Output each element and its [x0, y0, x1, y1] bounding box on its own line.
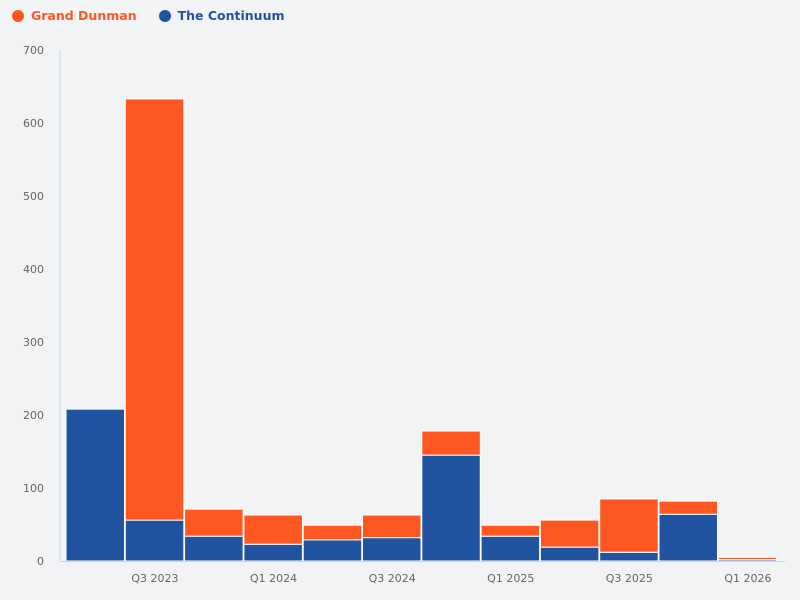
bar-the-continuum — [65, 408, 125, 562]
legend-dot-icon — [12, 9, 24, 22]
x-tick-label: Q3 2024 — [369, 572, 416, 585]
legend-label: Grand Dunman — [31, 8, 137, 23]
y-tick-label: 500 — [23, 190, 44, 203]
chart-legend: Grand Dunman The Continuum — [12, 8, 285, 23]
bar-grand-dunman — [539, 519, 600, 548]
bar-the-continuum — [362, 537, 422, 562]
bar-the-continuum — [539, 546, 600, 562]
y-tick-label: 600 — [23, 117, 44, 130]
bar-the-continuum — [302, 539, 363, 562]
bar-grand-dunman — [362, 514, 422, 539]
x-tick-label: Q3 2025 — [606, 572, 653, 585]
legend-label: The Continuum — [177, 8, 285, 23]
x-tick-label: Q1 2026 — [724, 572, 771, 585]
bar-the-continuum — [243, 543, 303, 562]
y-tick-label: 700 — [23, 44, 44, 57]
bar-the-continuum — [480, 535, 541, 562]
y-tick-label: 400 — [23, 263, 44, 276]
legend-item-grand-dunman[interactable]: Grand Dunman — [12, 8, 137, 23]
bar-grand-dunman — [124, 98, 185, 521]
x-tick-label: Q1 2025 — [487, 572, 534, 585]
bar-grand-dunman — [243, 514, 303, 545]
bar-the-continuum — [658, 513, 718, 562]
legend-dot-icon — [158, 9, 171, 22]
y-tick-label: 100 — [23, 482, 44, 495]
bar-grand-dunman — [658, 500, 718, 515]
legend-item-the-continuum[interactable]: The Continuum — [158, 8, 285, 23]
bar-grand-dunman — [421, 430, 481, 456]
y-tick-label: 200 — [23, 409, 44, 422]
x-tick-label: Q1 2024 — [250, 572, 297, 585]
bar-grand-dunman — [480, 524, 541, 537]
bar-grand-dunman — [717, 556, 778, 561]
bar-the-continuum — [184, 535, 244, 562]
x-tick-label: Q3 2023 — [131, 572, 178, 585]
bar-the-continuum — [421, 454, 481, 562]
bar-the-continuum — [124, 519, 185, 562]
bar-grand-dunman — [599, 498, 659, 553]
bar-grand-dunman — [184, 508, 244, 537]
bar-grand-dunman — [302, 524, 363, 541]
bar-the-continuum — [599, 551, 659, 562]
y-tick-label: 300 — [23, 336, 44, 349]
y-tick-label: 0 — [37, 555, 44, 568]
